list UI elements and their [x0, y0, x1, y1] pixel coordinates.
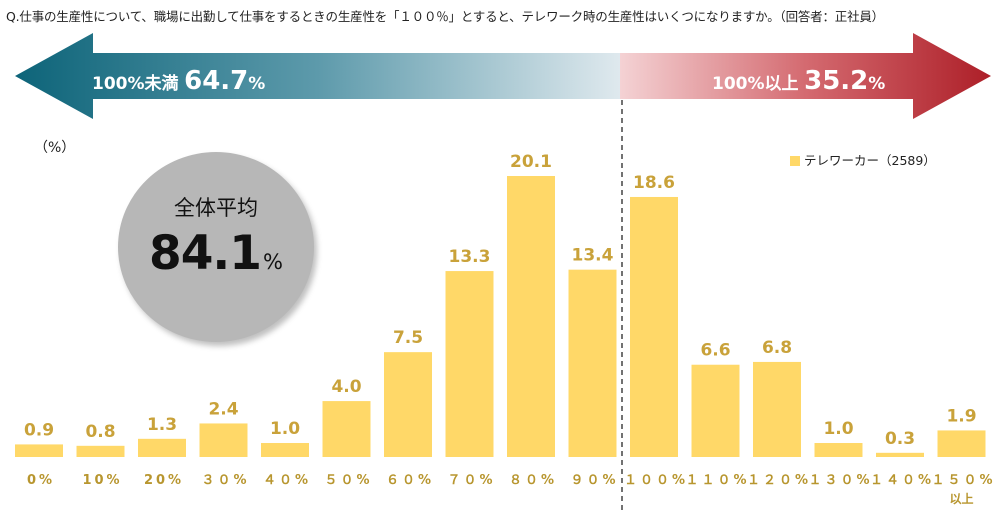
- bar-120%: [753, 361, 801, 457]
- category-label: １４０%: [870, 473, 934, 488]
- value-label: 18.6: [633, 173, 675, 193]
- arrow-left-label: 100%未満 64.7%: [92, 66, 265, 96]
- bar-70%: [445, 271, 494, 457]
- legend-label: テレワーカー（2589）: [804, 153, 936, 168]
- value-label: 0.8: [85, 422, 115, 442]
- category-label: 20%: [144, 473, 184, 488]
- value-label: 1.0: [823, 419, 853, 439]
- question-text: Q.仕事の生産性について、職場に出勤して仕事をするときの生産性を「１００％」とす…: [6, 9, 884, 24]
- category-label: ６０%: [386, 473, 434, 488]
- bar-150%: [937, 430, 986, 457]
- value-label: 6.8: [762, 338, 792, 358]
- arrow-right-prefix: 100%以上: [712, 74, 799, 94]
- value-label: 0.9: [24, 420, 54, 440]
- value-label: 1.0: [270, 419, 300, 439]
- bar-10%: [76, 445, 125, 457]
- average-unit: %: [263, 250, 283, 274]
- value-label: 7.5: [393, 328, 423, 348]
- ratio-arrows: [15, 33, 991, 119]
- category-label: ５０%: [324, 473, 372, 488]
- value-label: 13.4: [572, 246, 614, 266]
- bar-20%: [138, 438, 186, 457]
- category-label: １００%: [624, 473, 688, 488]
- category-label: １３０%: [808, 473, 872, 488]
- category-label: ９０%: [570, 473, 618, 488]
- bar-60%: [384, 352, 432, 457]
- bar-100%: [630, 196, 678, 457]
- value-label: 4.0: [331, 377, 361, 397]
- bar-110%: [691, 364, 740, 457]
- average-circle: 全体平均 84.1%: [118, 152, 314, 342]
- average-title: 全体平均: [174, 196, 258, 220]
- bars-group: 0.9 0% 0.8 10% 1.3 20% 2.4 ３０% 1.0 ４０% 4.0 ５０% 7.5 ６０…: [15, 152, 995, 506]
- average-value-group: 84.1%: [118, 226, 314, 281]
- bar-90%: [568, 269, 617, 457]
- bar-40%: [261, 443, 309, 457]
- category-label: １５０%: [931, 473, 995, 488]
- category-label: ４０%: [263, 473, 311, 488]
- bar-130%: [814, 443, 863, 457]
- arrow-left-prefix: 100%未満: [92, 74, 179, 94]
- category-label: ７０%: [447, 473, 495, 488]
- average-value: 84.1: [149, 226, 262, 281]
- bar-30%: [199, 423, 248, 457]
- value-label: 1.3: [147, 415, 177, 435]
- category-label: １２０%: [747, 473, 811, 488]
- bar-80%: [507, 176, 555, 457]
- category-sublabel: 以上: [949, 491, 973, 506]
- bar-0%: [15, 444, 63, 457]
- arrow-left-shape: [15, 33, 620, 119]
- legend-swatch: [790, 156, 800, 166]
- category-label: 0%: [27, 473, 55, 488]
- value-label: 0.3: [885, 429, 915, 449]
- value-label: 13.3: [449, 247, 491, 267]
- arrow-right-unit: %: [868, 74, 886, 94]
- arrow-left-value: 64.7: [184, 66, 249, 96]
- legend: テレワーカー（2589）: [790, 150, 936, 169]
- arrow-left-unit: %: [248, 74, 266, 94]
- value-label: 1.9: [946, 406, 976, 426]
- bar-140%: [876, 452, 924, 457]
- category-label: 10%: [82, 473, 122, 488]
- y-unit-label: （%）: [34, 140, 76, 156]
- value-label: 2.4: [208, 399, 238, 419]
- category-label: １１０%: [685, 473, 749, 488]
- value-label: 6.6: [700, 341, 730, 361]
- bar-50%: [322, 401, 371, 457]
- arrow-right-shape: [620, 33, 991, 119]
- category-label: ３０%: [201, 473, 249, 488]
- category-label: ８０%: [509, 473, 557, 488]
- value-label: 20.1: [510, 152, 552, 172]
- arrow-right-value: 35.2: [804, 66, 869, 96]
- arrow-right-label: 100%以上 35.2%: [712, 66, 885, 96]
